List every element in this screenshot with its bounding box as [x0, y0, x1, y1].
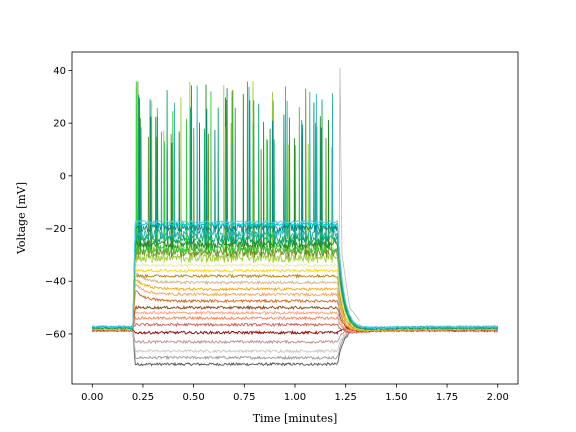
y-tick-label: 0 [60, 171, 66, 182]
x-tick-label: 0.75 [233, 392, 255, 403]
x-axis-label: Time [minutes] [253, 412, 338, 425]
y-tick-label: −20 [45, 224, 66, 235]
x-tick-label: 2.00 [487, 392, 509, 403]
series-layer [91, 67, 499, 367]
x-tick-label: 1.25 [335, 392, 357, 403]
y-axis: 40 20 0 −20 −40 −60 [45, 66, 72, 340]
x-tick-label: 0.00 [81, 392, 103, 403]
y-tick-label: 40 [53, 66, 66, 77]
voltage-trace [92, 219, 498, 330]
voltage-trace [92, 322, 499, 334]
voltage-trace [91, 221, 498, 330]
x-tick-label: 1.50 [385, 392, 407, 403]
y-tick-label: 20 [53, 119, 66, 130]
x-tick-label: 1.00 [284, 392, 306, 403]
y-axis-label: Voltage [mV] [15, 182, 28, 255]
x-tick-label: 0.50 [183, 392, 205, 403]
y-tick-label: −40 [45, 277, 66, 288]
x-tick-label: 1.75 [436, 392, 458, 403]
x-tick-label: 0.25 [132, 392, 154, 403]
y-tick-label: −60 [45, 329, 66, 340]
x-axis: 0.00 0.25 0.50 0.75 1.00 1.25 1.50 1.75 2.00 [81, 384, 509, 403]
offset-spike-trace [338, 67, 361, 329]
